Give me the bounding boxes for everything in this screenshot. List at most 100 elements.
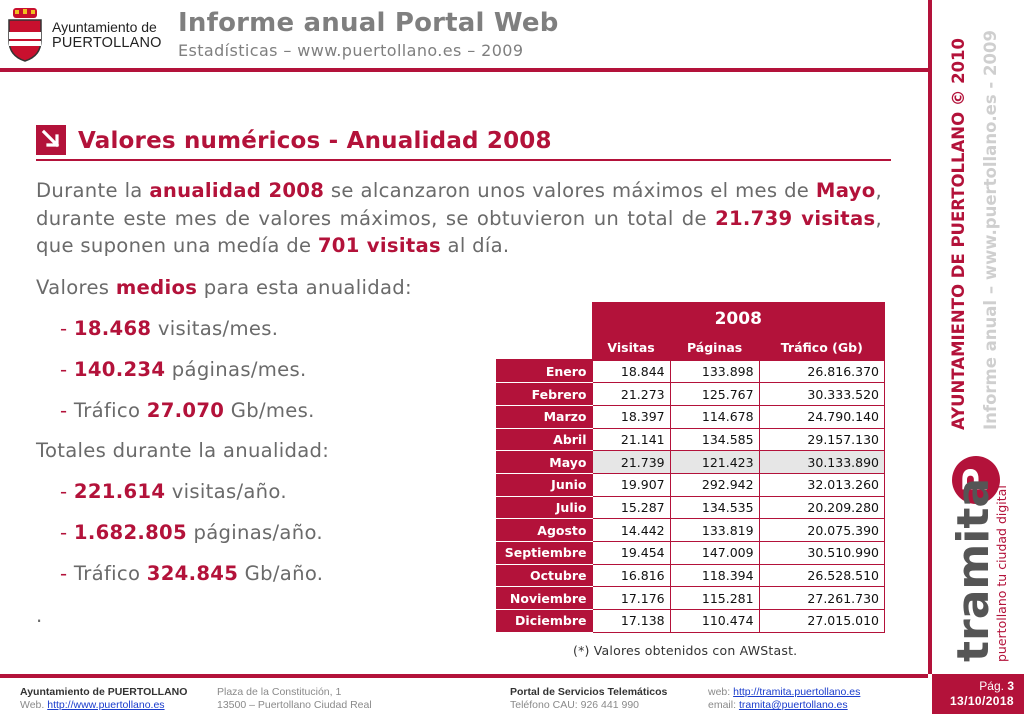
visitas-cell: 17.176 — [591, 586, 671, 611]
paginas-cell: 114.678 — [669, 404, 760, 429]
totales-heading: Totales durante la anualidad: — [36, 439, 330, 462]
table-row: Marzo 18.397 114.678 24.790.140 — [496, 404, 886, 429]
section-title: Valores numéricos - Anualidad 2008 — [78, 128, 552, 154]
col-header-visitas: Visitas — [592, 336, 671, 360]
table-row: Abril 21.141 134.585 29.157.130 — [496, 427, 886, 452]
list-item: - 221.614 visitas/año. — [60, 480, 287, 503]
text: visitas/mes. — [151, 317, 279, 340]
footer-col-1: Ayuntamiento de PUERTOLLANO Web. http://… — [20, 686, 187, 712]
col-header-trafico: Tráfico (Gb) — [759, 336, 885, 360]
footer-col-3: Portal de Servicios Telemáticos Teléfono… — [510, 686, 667, 712]
visitas-cell: 18.844 — [591, 359, 671, 384]
footer-tramita-link[interactable]: http://tramita.puertollano.es — [733, 686, 861, 698]
footer-phone: Teléfono CAU: 926 441 990 — [510, 699, 640, 711]
footer-org: Ayuntamiento de PUERTOLLANO — [20, 686, 188, 698]
page-label: Pág. — [979, 679, 1008, 693]
paginas-cell: 118.394 — [669, 563, 760, 588]
month-cell: Mayo — [496, 450, 592, 474]
list-item: - Tráfico 27.070 Gb/mes. — [60, 399, 315, 422]
text: al día. — [441, 234, 510, 257]
visitas-cell: 19.454 — [591, 541, 671, 565]
value: 18.468 — [73, 317, 152, 340]
footer-col-4: web: http://tramita.puertollano.es email… — [708, 686, 860, 712]
summary-paragraph: Durante la anualidad 2008 se alcanzaron … — [36, 177, 882, 260]
trafico-cell: 27.261.730 — [758, 586, 886, 611]
trafico-cell: 32.013.260 — [758, 472, 886, 497]
text: Tráfico — [73, 562, 147, 585]
logo-line-2: PUERTOLLANO — [52, 35, 162, 51]
arrow-down-right-icon — [36, 125, 66, 155]
table-row: Agosto 14.442 133.819 20.075.390 — [496, 518, 886, 542]
month-cell: Diciembre — [496, 609, 592, 633]
svg-text:puertollano tu ciudad digital: puertollano tu ciudad digital — [994, 485, 1009, 662]
footer-divider — [0, 674, 928, 678]
vertical-report-label: Informe anual – www.puertollano.es - 200… — [981, 30, 1000, 430]
bullet-dash: - — [60, 480, 74, 503]
visitas-cell: 21.273 — [591, 382, 671, 406]
footer-address-1: Plaza de la Constitución, 1 — [217, 686, 342, 698]
bullet-dash: - — [60, 358, 74, 381]
month-cell: Marzo — [496, 405, 592, 429]
text: Durante la — [36, 179, 150, 202]
table-row: Septiembre 19.454 147.009 30.510.990 — [496, 541, 886, 565]
blank-cell — [496, 302, 592, 336]
medios-heading: Valores medios para esta anualidad: — [36, 276, 412, 299]
visitas-cell: 17.138 — [591, 609, 671, 633]
visitas-cell: 18.397 — [591, 404, 671, 429]
table-row: Noviembre 17.176 115.281 27.261.730 — [496, 586, 886, 611]
paginas-cell: 121.423 — [669, 450, 760, 474]
bullet-dash: - — [60, 317, 74, 340]
month-cell: Junio — [496, 473, 592, 497]
highlight-daily: 701 visitas — [317, 234, 442, 257]
text: web: — [708, 686, 734, 698]
table-year: 2008 — [592, 302, 885, 336]
visitas-cell: 19.907 — [591, 472, 671, 497]
vertical-copyright: AYUNTAMIENTO DE PUERTOLLANO © 2010 — [949, 37, 968, 430]
table-year-row: 2008 — [496, 302, 885, 336]
paginas-cell: 115.281 — [669, 586, 760, 611]
table-row: Junio 19.907 292.942 32.013.260 — [496, 472, 886, 497]
value: 27.070 — [146, 399, 225, 422]
paginas-cell: 133.819 — [669, 518, 760, 542]
table-footnote: (*) Valores obtenidos con AWStast. — [573, 643, 798, 658]
footer-col-2: Plaza de la Constitución, 1 13500 – Puer… — [217, 686, 372, 712]
report-subtitle: Estadísticas – www.puertollano.es – 2009 — [178, 41, 524, 60]
brand-letter: P — [956, 468, 996, 493]
footer-web-link[interactable]: http://www.puertollano.es — [47, 699, 165, 711]
text: páginas/mes. — [165, 358, 307, 381]
page-number: 3 — [1007, 679, 1014, 693]
text: Web. — [20, 699, 48, 711]
table-row: Enero 18.844 133.898 26.816.370 — [496, 359, 886, 384]
table-row: Mayo 21.739 121.423 30.133.890 — [496, 450, 886, 474]
table-row: Octubre 16.816 118.394 26.528.510 — [496, 563, 886, 588]
paginas-cell: 110.474 — [669, 609, 760, 633]
month-cell: Abril — [496, 428, 592, 452]
paginas-cell: 133.898 — [669, 359, 760, 384]
footer-email-link[interactable]: tramita@puertollano.es — [738, 699, 848, 711]
month-cell: Septiembre — [496, 541, 592, 565]
tramita-logo: P tramita puertollano tu ciudad digital — [948, 456, 1009, 662]
trafico-cell: 26.816.370 — [758, 359, 886, 384]
header-divider — [0, 68, 928, 72]
logo-line-1: Ayuntamiento de — [52, 19, 157, 35]
list-item: - 18.468 visitas/mes. — [60, 317, 278, 340]
highlight-medios: medios — [115, 276, 198, 299]
value: 324.845 — [146, 562, 239, 585]
list-item: - 140.234 páginas/mes. — [60, 358, 307, 381]
trafico-cell: 20.075.390 — [758, 518, 886, 542]
trafico-cell: 26.528.510 — [758, 563, 886, 588]
report-title: Informe anual Portal Web — [178, 8, 559, 38]
text: Tráfico — [73, 399, 147, 422]
bullet-dash: - — [60, 521, 74, 544]
text: Gb/año. — [238, 562, 324, 585]
highlight-month: Mayo — [815, 179, 876, 202]
trafico-cell: 30.133.890 — [758, 450, 886, 474]
text: email: — [708, 699, 739, 711]
text: para esta anualidad: — [197, 276, 412, 299]
trafico-cell: 29.157.130 — [758, 427, 886, 452]
bullet-dash: - — [60, 399, 74, 422]
monthly-stats-table: 2008 Visitas Páginas Tráfico (Gb) Enero 1… — [496, 302, 886, 633]
trailing-dot: . — [36, 604, 43, 627]
value: 1.682.805 — [73, 521, 187, 544]
section-divider — [36, 159, 891, 161]
